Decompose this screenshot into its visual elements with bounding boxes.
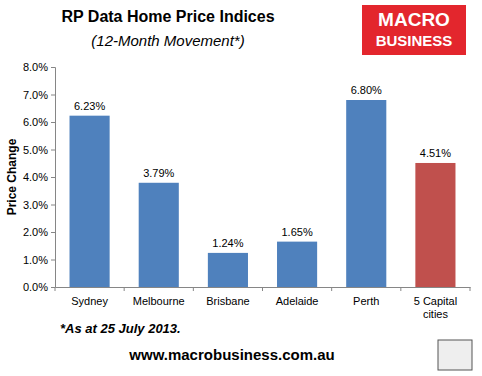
y-tick-mark bbox=[51, 67, 55, 68]
bar bbox=[277, 242, 317, 287]
x-separator bbox=[470, 287, 471, 291]
y-tick-mark bbox=[51, 122, 55, 123]
y-tick-mark bbox=[51, 205, 55, 206]
x-tick: 5 Capitalcities bbox=[414, 287, 457, 320]
y-tick-mark bbox=[51, 150, 55, 151]
logo-text: MACRO bbox=[378, 9, 450, 30]
y-tick: 0.0% bbox=[23, 281, 55, 293]
y-tick: 3.0% bbox=[23, 199, 55, 211]
y-tick-label: 7.0% bbox=[23, 89, 48, 101]
y-axis-title: Price Change bbox=[5, 138, 19, 215]
y-tick-mark bbox=[51, 95, 55, 96]
y-tick-label: 0.0% bbox=[23, 281, 48, 293]
x-separator bbox=[262, 287, 263, 291]
x-tick: Perth bbox=[353, 287, 379, 307]
x-tick: Sydney bbox=[71, 287, 108, 307]
y-tick-label: 3.0% bbox=[23, 199, 48, 211]
data-label: 1.65% bbox=[281, 226, 312, 238]
bar bbox=[70, 116, 110, 287]
y-tick-mark bbox=[51, 287, 55, 288]
x-tick-label: Sydney bbox=[71, 295, 108, 307]
bar bbox=[415, 163, 455, 287]
y-tick: 2.0% bbox=[23, 226, 55, 238]
plot: 0.0% 1.0% 2.0% 3.0% 4.0% 5.0% 6.0% 7.0% 8.0% Sydn… bbox=[23, 61, 471, 320]
subtitle: (12-Month Movement*) bbox=[91, 32, 244, 49]
data-label: 1.24% bbox=[212, 237, 243, 249]
bar bbox=[208, 253, 248, 287]
y-tick-label: 6.0% bbox=[23, 116, 48, 128]
y-tick-label: 1.0% bbox=[23, 254, 48, 266]
data-label: 6.23% bbox=[74, 100, 105, 112]
y-tick-mark bbox=[51, 177, 55, 178]
bars bbox=[70, 100, 456, 287]
y-tick-label: 2.0% bbox=[23, 226, 48, 238]
footnote: *As at 25 July 2013. bbox=[60, 321, 181, 336]
y-axis: 0.0% 1.0% 2.0% 3.0% 4.0% 5.0% 6.0% 7.0% 8.0% bbox=[23, 61, 56, 293]
x-tick-label: Perth bbox=[353, 295, 379, 307]
logo-text: BUSINESS bbox=[376, 32, 453, 49]
y-tick-label: 8.0% bbox=[23, 61, 48, 73]
x-tick: Brisbane bbox=[206, 287, 249, 307]
y-tick: 1.0% bbox=[23, 254, 55, 266]
x-separator bbox=[193, 287, 194, 291]
x-tick-label: Melbourne bbox=[133, 295, 185, 307]
bar bbox=[346, 100, 386, 287]
y-tick: 8.0% bbox=[23, 61, 55, 73]
x-tick: Adelaide bbox=[276, 287, 319, 307]
x-separator bbox=[55, 287, 56, 291]
bar bbox=[139, 183, 179, 287]
x-tick-label: Brisbane bbox=[206, 295, 249, 307]
x-tick: Melbourne bbox=[133, 287, 185, 307]
x-tick-label: Adelaide bbox=[276, 295, 319, 307]
y-tick-mark bbox=[51, 232, 55, 233]
y-tick-mark bbox=[51, 260, 55, 261]
data-label: 6.80% bbox=[351, 84, 382, 96]
data-label: 4.51% bbox=[420, 147, 451, 159]
source: www.macrobusiness.com.au bbox=[128, 346, 334, 363]
x-tick-label: 5 Capitalcities bbox=[414, 295, 457, 320]
x-separator bbox=[400, 287, 401, 291]
y-tick-label: 4.0% bbox=[23, 171, 48, 183]
title: RP Data Home Price Indices bbox=[61, 8, 274, 25]
y-axis-line bbox=[51, 68, 56, 288]
x-separators bbox=[55, 287, 470, 291]
logo-box bbox=[362, 5, 466, 55]
y-tick-label: 5.0% bbox=[23, 144, 48, 156]
y-tick: 5.0% bbox=[23, 144, 55, 156]
icon bbox=[438, 340, 472, 370]
y-tick: 7.0% bbox=[23, 89, 55, 101]
data-label: 3.79% bbox=[143, 167, 174, 179]
x-separator bbox=[124, 287, 125, 291]
x-separator bbox=[331, 287, 332, 291]
y-tick: 6.0% bbox=[23, 116, 55, 128]
logo: MACRO BUSINESS bbox=[362, 5, 466, 55]
x-axis: Sydney Melbourne Brisbane Adelaide Perth 5 Ca… bbox=[56, 287, 471, 320]
y-tick: 4.0% bbox=[23, 171, 55, 183]
chart: RP Data Home Price Indices (12-Month Move… bbox=[0, 0, 482, 376]
data-labels: 6.23% 3.79% 1.24% 1.65% 6.80% 4.51% bbox=[74, 84, 451, 249]
